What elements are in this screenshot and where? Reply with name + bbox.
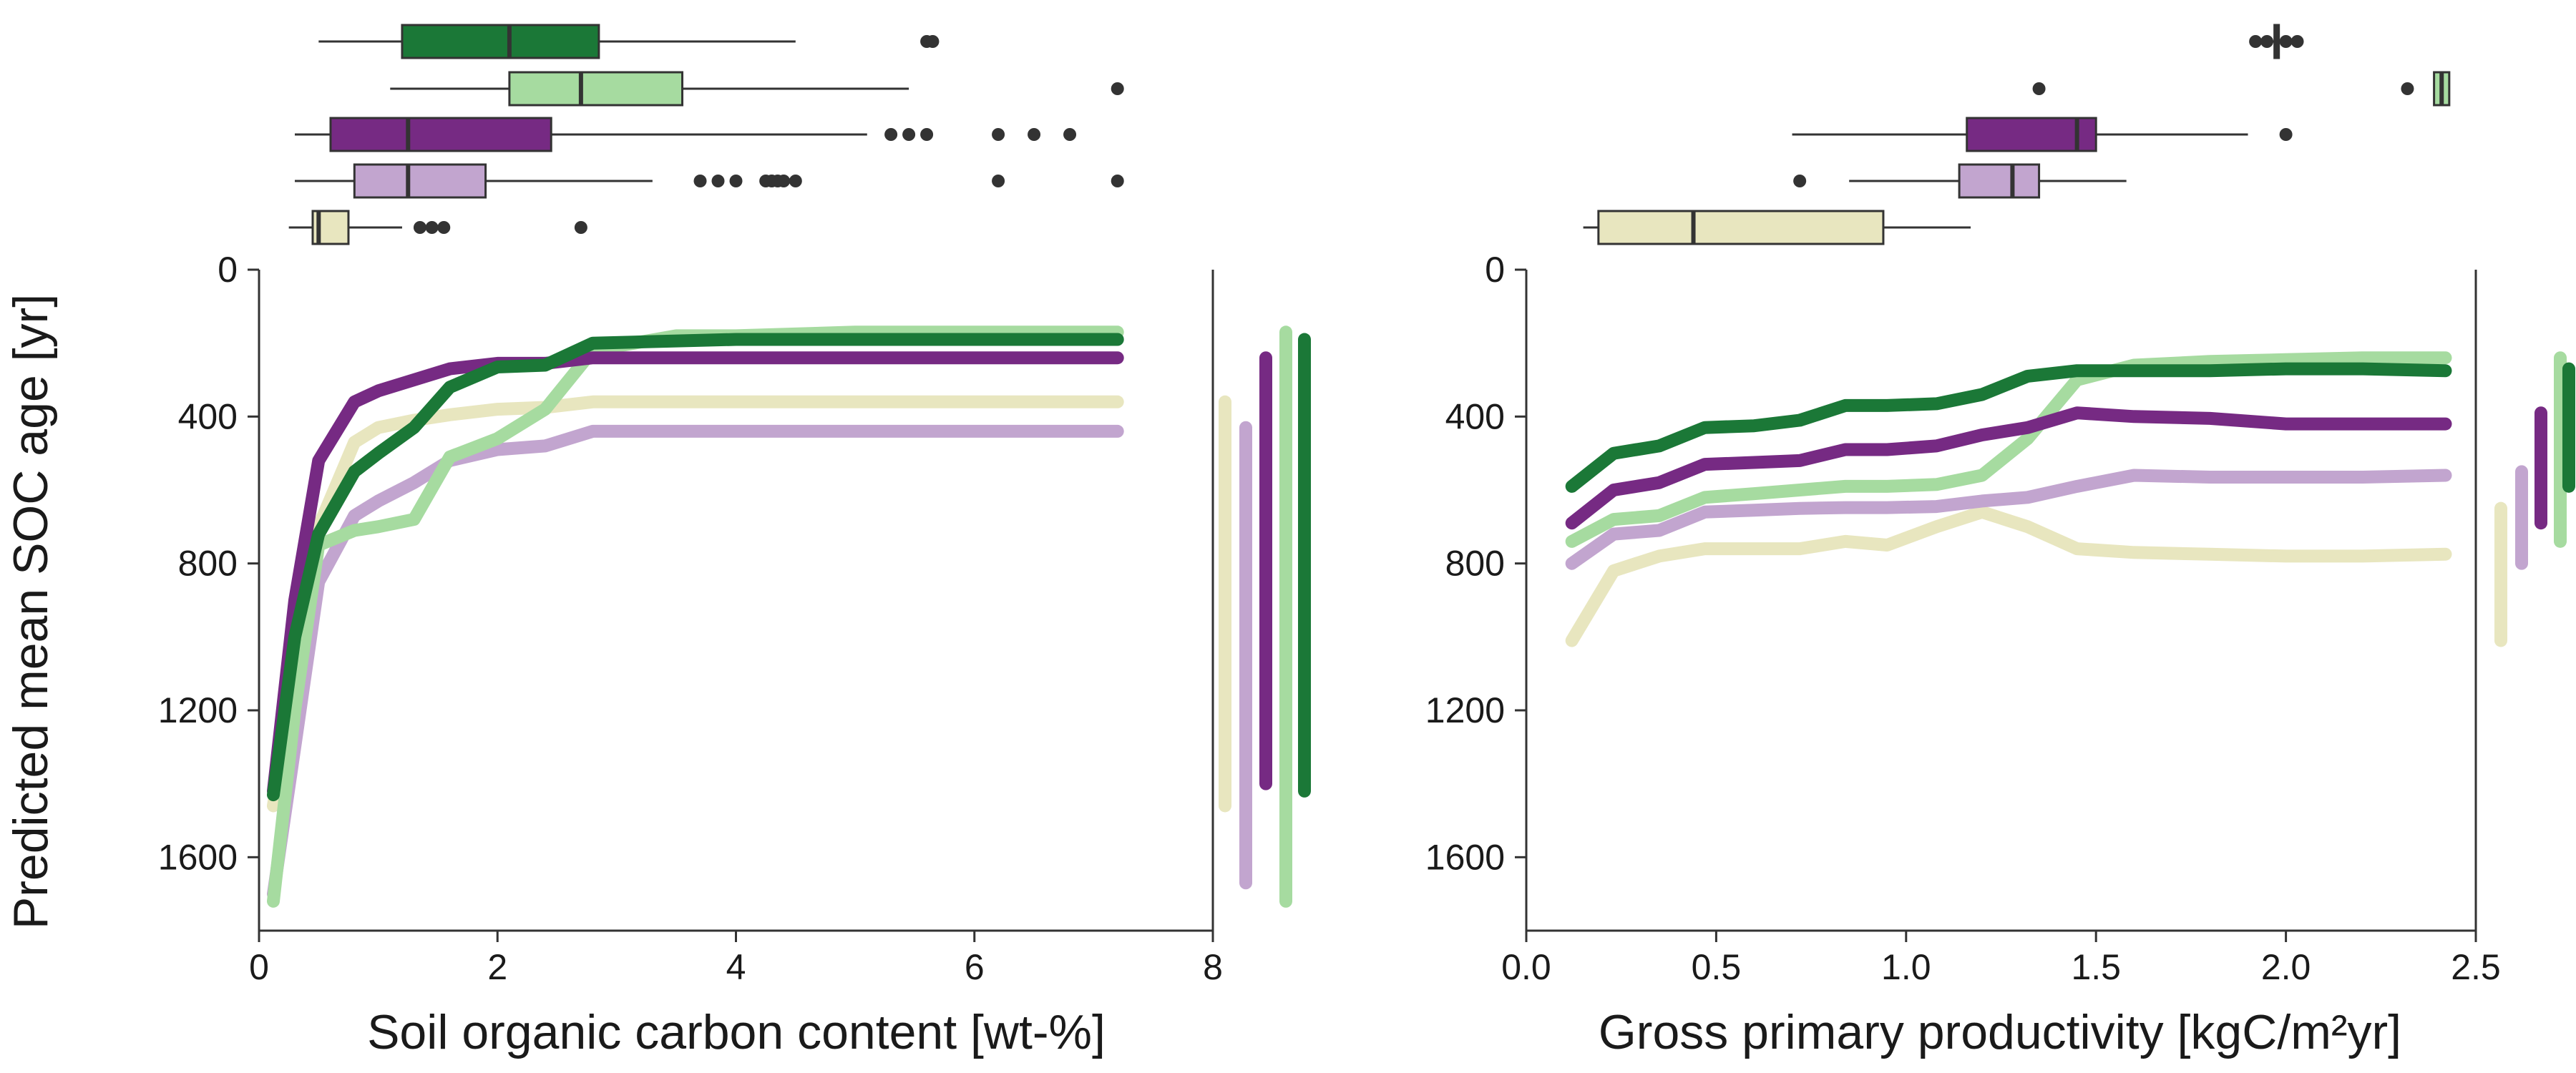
gpp-boxplot-2-outlier-0 bbox=[2279, 128, 2293, 141]
gpp-y-tick-label-3: 1200 bbox=[1425, 690, 1505, 730]
panel-soc-lines bbox=[267, 325, 1124, 908]
soc-boxplot-0 bbox=[318, 24, 940, 59]
y-axis-title: Predicted mean SOC age [yr] bbox=[4, 294, 58, 929]
x-axis-title-gpp: Gross primary productivity [kgC/m²yr] bbox=[1599, 1005, 2401, 1059]
soc-y-tick-label-1: 400 bbox=[178, 396, 238, 436]
soc-boxplot-3-outlier-7 bbox=[789, 175, 802, 187]
panel-gpp-lines bbox=[1565, 351, 2452, 647]
gpp-series-line-0 bbox=[1565, 505, 2452, 647]
panel-gpp-axes: 0.0 0.5 1.0 1.5 2.0 2.5 0 400 800 1200 1600 bbox=[1425, 250, 2501, 987]
gpp-boxplot-1-outlier-1 bbox=[2401, 82, 2414, 95]
soc-boxplot-3-box bbox=[353, 163, 487, 199]
soc-boxplot-3 bbox=[294, 163, 1124, 199]
soc-boxplot-3-outlier-9 bbox=[1111, 175, 1124, 187]
gpp-boxplot-0 bbox=[2249, 24, 2304, 59]
soc-boxplot-3-outlier-2 bbox=[729, 175, 743, 187]
panel-soc-axes: 0 2 4 6 8 0 400 800 1200 1600 bbox=[158, 250, 1223, 987]
gpp-boxplot-4-box bbox=[1597, 210, 1885, 245]
gpp-y-tick-label-2: 800 bbox=[1445, 544, 1505, 584]
soc-x-tick-label-3: 6 bbox=[965, 947, 985, 987]
soc-boxplot-4-outlier-0 bbox=[413, 221, 426, 234]
gpp-x-tick-label-1: 0.5 bbox=[1692, 947, 1742, 987]
soc-series-line-0 bbox=[267, 395, 1124, 813]
gpp-x-tick-label-4: 2.0 bbox=[2261, 947, 2311, 987]
soc-boxplot-4-outlier-1 bbox=[425, 221, 439, 234]
soc-boxplot-2-outlier-3 bbox=[992, 128, 1005, 141]
soc-x-tick-label-0: 0 bbox=[249, 947, 269, 987]
soc-boxplot-2-outlier-1 bbox=[902, 128, 916, 141]
soc-series-line-4 bbox=[267, 333, 1124, 802]
soc-series-line-1 bbox=[267, 424, 1124, 901]
gpp-y-tick-label-1: 400 bbox=[1445, 396, 1505, 436]
panel-soc-content: 0 2 4 6 8 0 400 800 1200 1600 Soil organic carbon… bbox=[158, 24, 1311, 1059]
soc-boxplot-1-outlier-0 bbox=[1111, 82, 1124, 95]
soc-boxplot-3-outlier-1 bbox=[711, 175, 725, 187]
panel-soc-range-bars bbox=[1219, 325, 1311, 908]
gpp-series-line-2 bbox=[1565, 351, 2452, 548]
soc-x-tick-label-4: 8 bbox=[1203, 947, 1223, 987]
gpp-series-line-1 bbox=[1565, 469, 2452, 570]
gpp-x-tick-label-5: 2.5 bbox=[2451, 947, 2501, 987]
soc-boxplot-4 bbox=[288, 210, 587, 245]
soc-x-tick-label-2: 4 bbox=[726, 947, 746, 987]
soc-y-tick-label-0: 0 bbox=[218, 250, 238, 290]
soc-series-line-3 bbox=[267, 351, 1124, 798]
soc-boxplot-4-outlier-3 bbox=[574, 221, 587, 234]
panel-gpp: 0.0 0.5 1.0 1.5 2.0 2.5 0 400 800 1200 1600 Gross … bbox=[1425, 24, 2575, 1059]
panel-gpp-boxplots bbox=[1583, 24, 2451, 245]
soc-boxplot-2-outlier-0 bbox=[884, 128, 898, 141]
gpp-boxplot-4 bbox=[1583, 210, 1971, 245]
gpp-y-tick-label-4: 1600 bbox=[1425, 837, 1505, 877]
soc-series-line-2 bbox=[267, 325, 1124, 908]
gpp-series-line-3 bbox=[1565, 406, 2452, 530]
gpp-x-tick-label-3: 1.5 bbox=[2071, 947, 2121, 987]
gpp-boxplot-1-outlier-0 bbox=[2032, 82, 2046, 95]
soc-boxplot-4-outlier-2 bbox=[437, 221, 451, 234]
gpp-boxplot-0-outlier-3 bbox=[2290, 35, 2304, 48]
gpp-x-tick-label-2: 1.0 bbox=[1881, 947, 1931, 987]
soc-boxplot-0-box bbox=[401, 24, 600, 59]
gpp-x-tick-label-0: 0.0 bbox=[1501, 947, 1551, 987]
soc-boxplot-0-outlier-1 bbox=[926, 35, 940, 48]
soc-boxplot-3-outlier-0 bbox=[693, 175, 707, 187]
panel-gpp-range-bars bbox=[2494, 351, 2575, 647]
gpp-boxplot-0-outlier-1 bbox=[2260, 35, 2274, 48]
soc-x-tick-label-1: 2 bbox=[487, 947, 507, 987]
soc-boxplot-2-outlier-5 bbox=[1063, 128, 1077, 141]
soc-y-tick-label-3: 1200 bbox=[158, 690, 238, 730]
soc-y-tick-label-2: 800 bbox=[178, 544, 238, 584]
soc-y-tick-label-4: 1600 bbox=[158, 837, 238, 877]
gpp-boxplot-3-outlier-0 bbox=[1793, 175, 1807, 187]
x-axis-title-soc: Soil organic carbon content [wt-%] bbox=[367, 1005, 1106, 1059]
soc-boxplot-1-box bbox=[508, 71, 684, 107]
panel-soc-boxplots bbox=[288, 24, 1124, 245]
soc-boxplot-2 bbox=[294, 117, 1077, 152]
soc-boxplot-1 bbox=[390, 71, 1124, 107]
gpp-series-line-4 bbox=[1565, 362, 2452, 493]
gpp-y-tick-label-0: 0 bbox=[1485, 250, 1505, 290]
soc-boxplot-3-outlier-6 bbox=[777, 175, 791, 187]
gpp-boxplot-3-box bbox=[1958, 163, 2041, 199]
gpp-boxplot-1 bbox=[2032, 71, 2451, 107]
soc-boxplot-2-box bbox=[329, 117, 552, 152]
gpp-boxplot-0-outlier-2 bbox=[2279, 35, 2293, 48]
soc-boxplot-2-outlier-2 bbox=[920, 128, 934, 141]
gpp-boxplot-3 bbox=[1793, 163, 2127, 199]
soc-boxplot-3-outlier-8 bbox=[992, 175, 1005, 187]
gpp-boxplot-0-outlier-0 bbox=[2249, 35, 2263, 48]
gpp-boxplot-2-box bbox=[1966, 117, 2097, 152]
gpp-boxplot-2 bbox=[1792, 117, 2293, 152]
soc-boxplot-2-outlier-4 bbox=[1028, 128, 1041, 141]
